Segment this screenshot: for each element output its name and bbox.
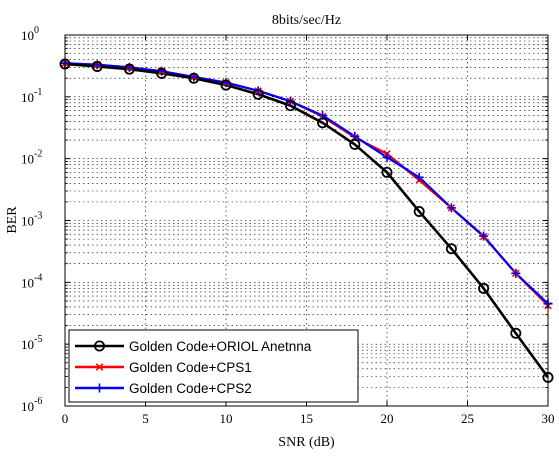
legend-entry: Golden Code+CPS1	[75, 360, 252, 375]
data-point-circle	[220, 79, 232, 91]
legend-entry: Golden Code+CPS2	[75, 381, 252, 396]
series-markers	[59, 58, 554, 383]
legend-label: Golden Code+CPS2	[129, 381, 252, 396]
series-lines	[64, 62, 550, 379]
y-tick-label: 10	[21, 337, 34, 352]
y-tick-base: 10	[21, 337, 34, 352]
y-axis-label: BER	[5, 206, 20, 234]
y-tick-exponent: -3	[34, 211, 42, 222]
data-point-circle	[413, 205, 425, 217]
series-line-plus	[64, 62, 549, 305]
y-tick-exponent: -2	[34, 149, 42, 160]
x-tick-label: 5	[142, 411, 149, 426]
x-axis-label: SNR (dB)	[278, 435, 335, 450]
y-tick-exponent: -6	[34, 396, 42, 407]
data-point-circle	[478, 282, 490, 294]
data-point-plus	[95, 383, 104, 393]
y-tick-label: 10	[21, 214, 34, 229]
data-point-circle	[510, 327, 522, 339]
legend-label: Golden Code+ORIOL Anetnna	[129, 339, 312, 354]
legend: Golden Code+ORIOL Anetnna Golden Code+CPS…	[68, 329, 359, 403]
y-tick-base: 10	[21, 275, 34, 290]
y-tick-label: 10	[21, 399, 34, 414]
data-point-x-stroke	[95, 363, 104, 371]
x-tick-label: 30	[542, 411, 555, 426]
y-tick-exponent: -5	[34, 334, 42, 345]
x-tick-label: 15	[300, 411, 313, 426]
y-tick-base: 10	[21, 399, 34, 414]
y-tick-exponent: 0	[34, 25, 39, 36]
data-point-plus	[414, 172, 424, 182]
x-tick-label: 20	[381, 411, 394, 426]
chart-title: 8bits/sec/Hz	[272, 13, 341, 28]
x-tick-label: 25	[461, 411, 474, 426]
x-tick-label: 0	[62, 411, 69, 426]
data-point-plus	[382, 152, 392, 162]
data-point-circle	[284, 100, 296, 112]
y-tick-label: 10	[21, 152, 34, 167]
data-point-circle	[349, 138, 361, 150]
y-tick-label: 10	[21, 90, 34, 105]
y-tick-base: 10	[21, 214, 34, 229]
data-point-x	[95, 363, 104, 371]
grid	[65, 35, 548, 406]
y-tick-exponent: -1	[34, 87, 42, 98]
y-tick-base: 10	[21, 28, 34, 43]
y-tick-label: 10	[21, 28, 34, 43]
data-point-circle	[317, 117, 329, 129]
data-point-plus	[446, 203, 456, 213]
y-tick-base: 10	[21, 90, 34, 105]
data-point-plus	[479, 231, 489, 241]
y-tick-label: 10	[21, 275, 34, 290]
data-point-circle	[91, 60, 103, 72]
data-point-circle	[445, 243, 457, 255]
legend-entry: Golden Code+ORIOL Anetnna	[75, 339, 312, 354]
data-point-circle	[94, 340, 106, 352]
x-tick-label: 10	[220, 411, 233, 426]
data-point-circle	[252, 88, 264, 100]
legend-label: Golden Code+CPS1	[129, 360, 252, 375]
data-point-plus	[511, 268, 521, 278]
series-line-circle	[64, 62, 550, 379]
x-axis-ticks: 0 5 10 15 20 25 30	[62, 35, 555, 426]
y-tick-base: 10	[21, 152, 34, 167]
data-point-circle	[123, 63, 135, 75]
data-point-circle	[188, 72, 200, 84]
data-point-circle	[381, 166, 393, 178]
data-point-circle	[156, 67, 168, 79]
y-tick-exponent: -4	[34, 272, 42, 283]
